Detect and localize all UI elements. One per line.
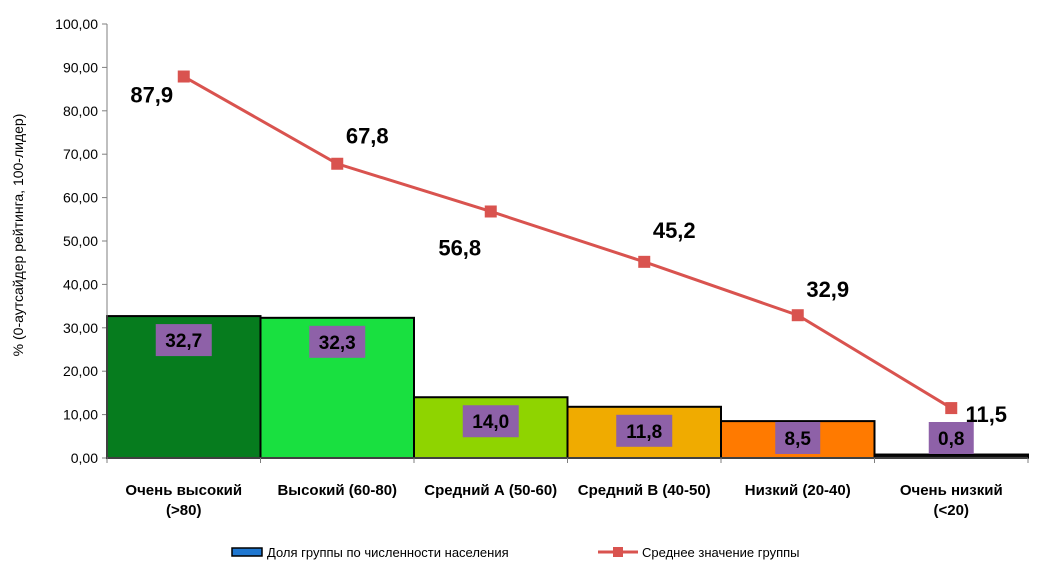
bar-value-label: 32,7 bbox=[165, 331, 202, 352]
x-category-label: Очень высокий bbox=[125, 482, 242, 499]
legend-bar-swatch bbox=[231, 547, 263, 557]
y-tick-label: 0,00 bbox=[71, 450, 98, 466]
bar-label-box bbox=[928, 422, 974, 454]
y-tick-label: 20,00 bbox=[63, 363, 98, 379]
bar-label-box bbox=[155, 324, 212, 357]
x-category-label: (>80) bbox=[166, 502, 201, 519]
y-tick-label: 60,00 bbox=[63, 190, 98, 206]
line-value-label: 32,9 bbox=[806, 277, 849, 302]
bar-value-label: 14,0 bbox=[472, 412, 509, 433]
x-category-label: Средний А (50-60) bbox=[424, 482, 557, 499]
line-value-label: 67,8 bbox=[346, 124, 389, 149]
line-value-label: 56,8 bbox=[438, 235, 481, 260]
y-tick-label: 50,00 bbox=[63, 233, 98, 249]
legend-line-label: Среднее значение группы bbox=[642, 545, 800, 560]
y-tick-label: 70,00 bbox=[63, 146, 98, 162]
bar bbox=[873, 453, 1029, 460]
y-tick-label: 30,00 bbox=[63, 320, 98, 336]
bar-label-box bbox=[775, 422, 821, 454]
bar-value-label: 8,5 bbox=[785, 429, 812, 450]
legend-line-marker bbox=[613, 547, 623, 557]
x-category-label: Низкий (20-40) bbox=[745, 482, 851, 499]
y-axis-label: % (0-аутсайдер рейтинга, 100-лидер) bbox=[10, 114, 26, 357]
line-marker bbox=[791, 309, 804, 322]
bar-value-label: 32,3 bbox=[319, 333, 356, 354]
line-marker bbox=[177, 70, 190, 83]
line-series bbox=[183, 75, 953, 410]
x-category-label: Очень низкий bbox=[900, 482, 1003, 499]
y-tick-label: 80,00 bbox=[63, 103, 98, 119]
line-marker bbox=[638, 255, 651, 268]
bar-value-label: 0,8 bbox=[938, 429, 964, 450]
line-marker bbox=[945, 402, 958, 415]
line-value-label: 45,2 bbox=[653, 218, 696, 243]
line-value-label: 87,9 bbox=[130, 83, 173, 108]
bar-label-box bbox=[616, 414, 673, 447]
line-value-label: 11,5 bbox=[965, 402, 1007, 427]
x-category-label: Высокий (60-80) bbox=[277, 482, 397, 499]
x-category-label: Средний В (40-50) bbox=[578, 482, 711, 499]
y-tick-label: 100,00 bbox=[55, 16, 98, 32]
bar-label-box bbox=[309, 325, 366, 358]
x-category-label: (<20) bbox=[934, 502, 969, 519]
bar-label-box bbox=[462, 405, 519, 438]
y-tick-label: 90,00 bbox=[63, 59, 98, 75]
line-marker bbox=[484, 205, 497, 218]
y-tick-label: 40,00 bbox=[63, 276, 98, 292]
bar-value-label: 11,8 bbox=[626, 422, 662, 443]
y-tick-label: 10,00 bbox=[63, 407, 98, 423]
legend-bar-label: Доля группы по численности населения bbox=[267, 545, 509, 560]
line-marker bbox=[331, 157, 344, 170]
